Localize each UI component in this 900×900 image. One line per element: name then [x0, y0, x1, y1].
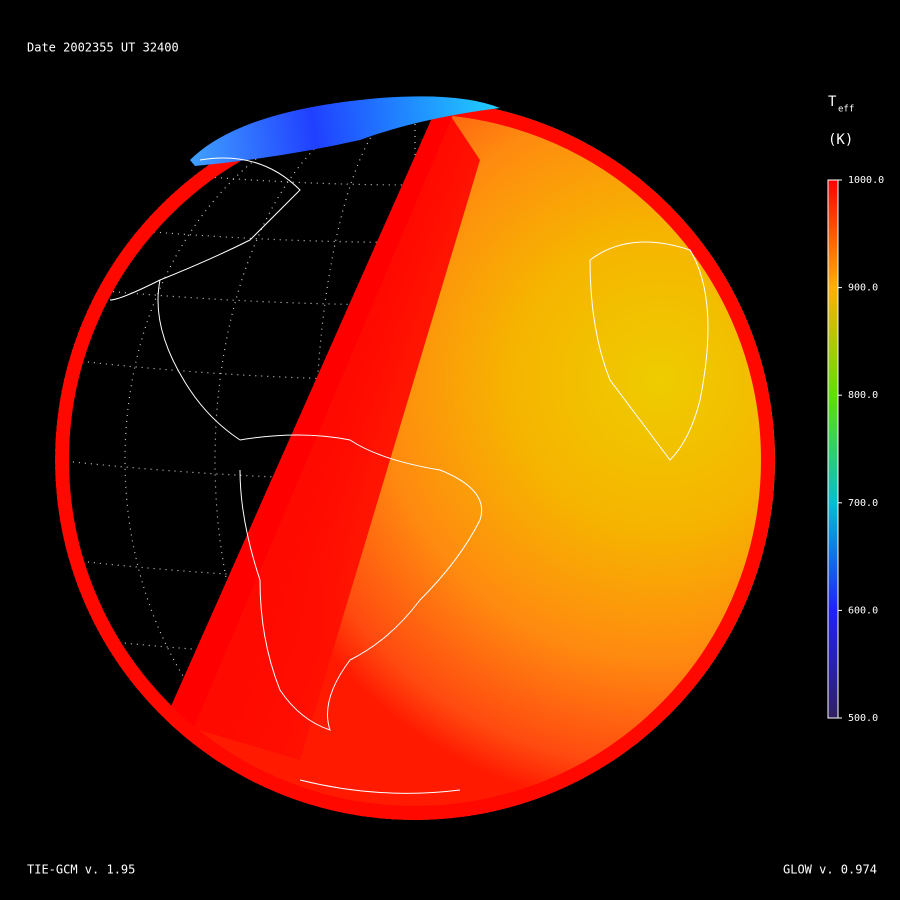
colorbar-tick-label: 700.0 [848, 498, 878, 509]
colorbar-tick-label: 500.0 [848, 713, 878, 724]
colorbar-subscript: eff [838, 105, 854, 115]
footer-right: GLOW v. 0.974 [783, 863, 877, 877]
colorbar-tick-label: 800.0 [848, 390, 878, 401]
aurora [190, 96, 500, 166]
coastlines [109, 157, 709, 794]
colorbar-tick-label: 900.0 [848, 283, 878, 294]
date-label: Date 2002355 UT 32400 [27, 41, 179, 55]
dayside-field [55, 100, 775, 820]
colorbar-tick-label: 1000.0 [848, 175, 884, 186]
colorbar-symbol: T [828, 94, 837, 110]
footer-left: TIE-GCM v. 1.95 [27, 863, 135, 877]
colorbar-tick-label: 600.0 [848, 605, 878, 616]
colorbar-unit: (K) [828, 132, 853, 148]
globe [55, 96, 775, 820]
colorbar [827, 179, 839, 719]
